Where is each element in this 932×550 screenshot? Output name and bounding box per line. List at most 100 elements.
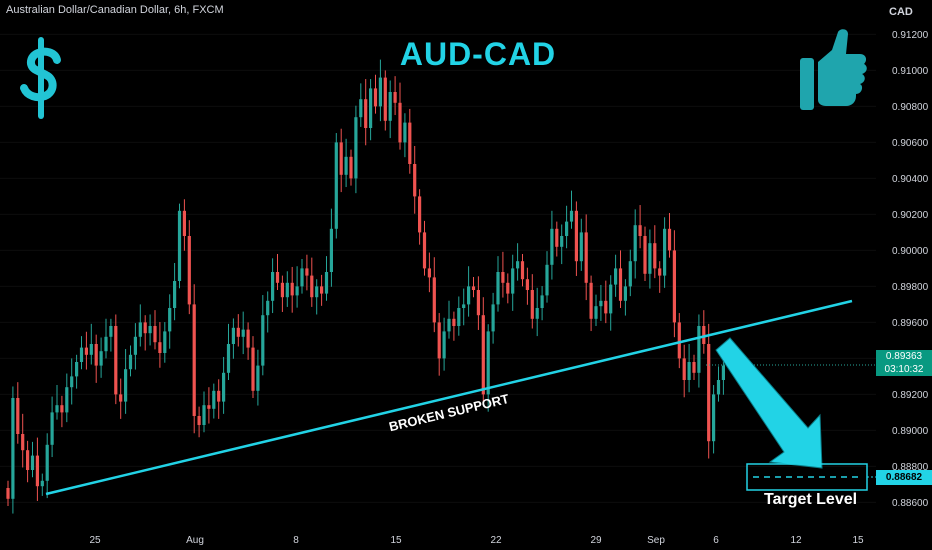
candle	[300, 259, 304, 294]
candle	[653, 225, 657, 279]
candle	[545, 251, 549, 303]
candle	[369, 79, 373, 141]
candle	[672, 230, 676, 338]
candle	[114, 314, 118, 405]
candle	[217, 379, 221, 419]
candle	[280, 275, 284, 312]
candle	[202, 391, 206, 433]
candle	[393, 76, 397, 116]
candle	[89, 323, 93, 365]
candle	[124, 349, 128, 414]
time-tick-label: Sep	[647, 535, 665, 546]
candle	[275, 254, 280, 290]
candle	[408, 108, 412, 174]
time-tick-label: 29	[590, 535, 602, 546]
candle	[623, 279, 627, 316]
candle	[119, 378, 123, 419]
candle	[143, 315, 147, 351]
last-price-tag[interactable]: 0.89363 03:10:32	[876, 350, 932, 376]
target-price-tag[interactable]: 0.88682	[876, 470, 932, 485]
candle	[236, 314, 240, 347]
candle	[712, 385, 716, 454]
candle	[422, 220, 427, 276]
broken-support-line[interactable]	[45, 299, 853, 496]
candle	[565, 205, 569, 249]
bar-countdown: 03:10:32	[884, 364, 924, 375]
time-tick-label: 25	[89, 535, 101, 546]
candle	[633, 209, 637, 279]
candle	[75, 354, 79, 389]
candle	[589, 275, 593, 332]
candle	[609, 275, 613, 331]
candle	[21, 413, 25, 468]
price-tick-label: 0.90400	[892, 174, 929, 185]
target-level-label: Target Level	[764, 491, 858, 508]
candle	[133, 323, 137, 370]
candle	[569, 190, 574, 229]
price-tick-label: 0.88800	[892, 462, 929, 473]
candle	[437, 313, 441, 376]
candle	[643, 226, 647, 281]
candle	[452, 311, 456, 341]
candle	[109, 318, 113, 352]
candle	[246, 322, 250, 360]
time-axis: 25 Aug 8 15 22 29 Sep 6 12 15	[89, 535, 864, 546]
candle	[128, 345, 133, 377]
candle	[138, 304, 142, 347]
candle	[579, 218, 583, 271]
candle	[476, 276, 480, 330]
symbol-header: Australian Dollar/Canadian Dollar, 6h, F…	[6, 4, 224, 16]
target-level-box[interactable]	[746, 463, 876, 491]
candle	[364, 79, 368, 146]
candle	[604, 280, 608, 324]
price-tick-label: 0.89200	[892, 390, 929, 401]
candle	[168, 294, 172, 349]
candle	[702, 310, 706, 354]
price-tick-label: 0.90200	[892, 210, 929, 221]
candle	[506, 273, 510, 304]
candle	[413, 146, 417, 214]
candle	[45, 433, 49, 499]
candle	[197, 406, 201, 438]
candle	[716, 366, 721, 402]
candle	[290, 266, 294, 313]
candle	[584, 214, 588, 301]
candle	[403, 113, 407, 158]
candle	[261, 295, 265, 376]
candle	[187, 220, 191, 315]
candle	[354, 105, 358, 194]
candle	[658, 261, 662, 293]
candle	[648, 229, 652, 289]
candle	[697, 314, 701, 388]
candle	[177, 203, 182, 289]
price-tick-label: 0.91000	[892, 66, 929, 77]
candle	[378, 59, 382, 122]
candle	[677, 313, 681, 369]
time-tick-label: 8	[293, 535, 299, 546]
candle	[251, 336, 255, 398]
candle	[310, 257, 314, 307]
candlestick-series	[6, 59, 876, 514]
time-tick-label: 15	[852, 535, 864, 546]
price-tick-label: 0.89800	[892, 282, 929, 293]
candle	[349, 149, 353, 186]
candle	[667, 212, 672, 258]
candle	[99, 337, 103, 378]
candle	[574, 201, 578, 276]
price-tick-label: 0.89600	[892, 318, 929, 329]
candle	[383, 70, 387, 131]
candle	[628, 249, 632, 297]
candle	[359, 83, 363, 127]
chart-grid	[0, 33, 876, 503]
candle	[315, 279, 319, 315]
price-axis: 0.91200 0.91000 0.90800 0.90600 0.90400 0.902…	[892, 30, 929, 509]
candle	[594, 294, 598, 326]
candle	[344, 138, 348, 188]
target-arrow	[715, 337, 823, 469]
candle	[516, 243, 520, 281]
candle	[271, 258, 275, 314]
candle	[692, 354, 696, 380]
candle	[285, 271, 289, 307]
candle	[226, 323, 231, 380]
